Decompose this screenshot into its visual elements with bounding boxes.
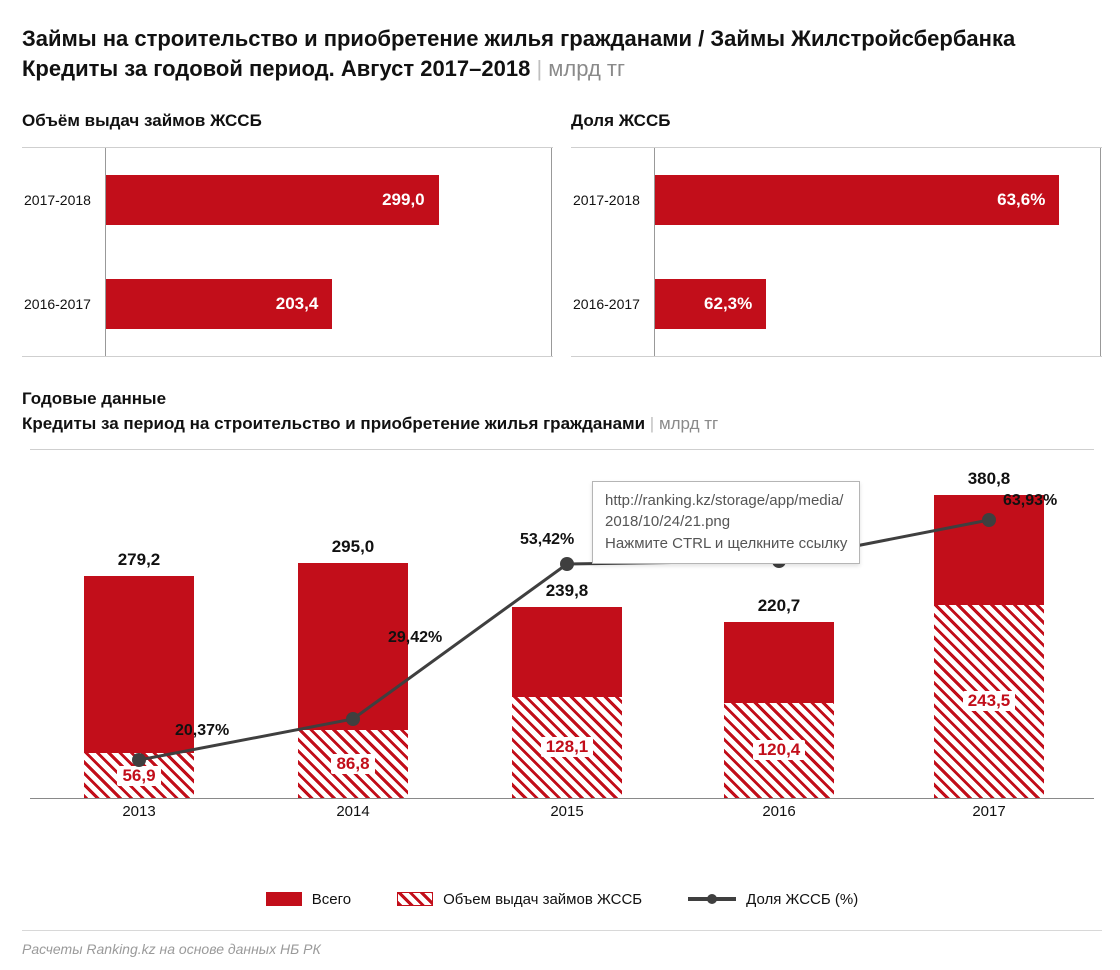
- title-divider: |: [530, 56, 548, 81]
- chart-volume-y-axis: 2017-2018 2016-2017: [22, 148, 106, 356]
- combo-seg-hatched: 86,8: [298, 729, 408, 798]
- hbar-bar: 299,0: [106, 175, 439, 225]
- combo-x-label: 2016: [724, 803, 834, 820]
- hbar-bar: 203,4: [106, 279, 332, 329]
- panel-volume: Объём выдач займов ЖССБ 2017-2018 2016-20…: [22, 111, 553, 357]
- chart-volume-plot: 299,0 203,4: [106, 148, 552, 356]
- legend-item: Всего: [266, 891, 351, 908]
- combo-total-label: 239,8: [512, 581, 622, 601]
- combo-seg-hatched: 243,5: [934, 604, 1044, 798]
- legend-label: Всего: [312, 891, 351, 908]
- combo-seg-hatched: 128,1: [512, 696, 622, 798]
- legend-label: Доля ЖССБ (%): [746, 891, 858, 908]
- hbar-category-label: 2016-2017: [571, 296, 654, 312]
- combo-hatched-label: 56,9: [117, 766, 160, 786]
- combo-column: 295,086,8: [298, 563, 408, 798]
- combo-hatched-label: 128,1: [541, 737, 594, 757]
- combo-hatched-label: 243,5: [963, 691, 1016, 711]
- combo-stack: 243,5: [934, 495, 1044, 798]
- combo-seg-total: [298, 563, 408, 729]
- combo-hatched-label: 86,8: [331, 754, 374, 774]
- panel-share-title: Доля ЖССБ: [571, 111, 1102, 131]
- legend: Всего Объем выдач займов ЖССБ Доля ЖССБ (%…: [22, 891, 1102, 908]
- legend-label: Объем выдач займов ЖССБ: [443, 891, 642, 908]
- chart-share-y-axis: 2017-2018 2016-2017: [571, 148, 655, 356]
- combo-seg-total: [934, 495, 1044, 604]
- combo-column: 239,8128,1: [512, 607, 622, 798]
- combo-chart-body: 279,256,9295,086,8239,8128,1220,7120,438…: [30, 449, 1094, 799]
- hbar-category-label: 2017-2018: [22, 192, 105, 208]
- combo-column: 380,8243,5: [934, 495, 1044, 798]
- combo-x-label: 2017: [934, 803, 1044, 820]
- combo-total-label: 279,2: [84, 550, 194, 570]
- combo-seg-total: [724, 622, 834, 702]
- combo-x-label: 2014: [298, 803, 408, 820]
- chart-share: 2017-2018 2016-2017 63,6% 62,3%: [571, 147, 1102, 357]
- combo-total-label: 295,0: [298, 537, 408, 557]
- hbar-bar: 62,3%: [655, 279, 766, 329]
- section-title-1: Годовые данные: [22, 387, 1102, 412]
- hbar-bar: 63,6%: [655, 175, 1059, 225]
- panel-volume-title: Объём выдач займов ЖССБ: [22, 111, 553, 131]
- chart-volume: 2017-2018 2016-2017 299,0 203,4: [22, 147, 553, 357]
- combo-x-label: 2013: [84, 803, 194, 820]
- combo-hatched-label: 120,4: [753, 740, 806, 760]
- combo-stack: 120,4: [724, 622, 834, 798]
- combo-x-label: 2015: [512, 803, 622, 820]
- combo-x-axis: 2013 2014 2015 2016 2017: [30, 803, 1094, 827]
- tooltip-line-3: Нажмите CTRL и щелкните ссылку: [605, 533, 847, 555]
- combo-stack: 56,9: [84, 576, 194, 798]
- title-unit: млрд тг: [548, 56, 625, 81]
- combo-seg-hatched: 120,4: [724, 702, 834, 798]
- section-header: Годовые данные Кредиты за период на стро…: [22, 387, 1102, 436]
- section-title-2-main: Кредиты за период на строительство и при…: [22, 414, 645, 433]
- title-line-1: Займы на строительство и приобретение жи…: [22, 24, 1102, 54]
- page-header: Займы на строительство и приобретение жи…: [22, 24, 1102, 83]
- panel-share: Доля ЖССБ 2017-2018 2016-2017 63,6% 62,3%: [571, 111, 1102, 357]
- title-line-2-main: Кредиты за годовой период. Август 2017–2…: [22, 56, 530, 81]
- combo-column: 279,256,9: [84, 576, 194, 798]
- section-title-2: Кредиты за период на строительство и при…: [22, 412, 1102, 437]
- link-tooltip: http://ranking.kz/storage/app/media/ 201…: [592, 481, 860, 564]
- legend-swatch-plain: [266, 892, 302, 906]
- combo-seg-hatched: 56,9: [84, 752, 194, 797]
- hbar-category-label: 2017-2018: [571, 192, 654, 208]
- footer-divider: Расчеты Ranking.kz на основе данных НБ Р…: [22, 930, 1102, 957]
- combo-chart-wrap: 279,256,9295,086,8239,8128,1220,7120,438…: [22, 449, 1102, 841]
- section-unit: млрд тг: [659, 414, 718, 433]
- legend-swatch-line: [688, 892, 736, 906]
- footer-text: Расчеты Ranking.kz на основе данных НБ Р…: [22, 941, 1102, 957]
- combo-total-label: 380,8: [934, 469, 1044, 489]
- combo-stack: 128,1: [512, 607, 622, 798]
- combo-stack: 86,8: [298, 563, 408, 798]
- hbar-category-label: 2016-2017: [22, 296, 105, 312]
- combo-seg-total: [84, 576, 194, 753]
- legend-swatch-hatched: [397, 892, 433, 906]
- legend-item: Доля ЖССБ (%): [688, 891, 858, 908]
- title-line-2: Кредиты за годовой период. Август 2017–2…: [22, 54, 1102, 84]
- combo-column: 220,7120,4: [724, 622, 834, 798]
- tooltip-line-2: 2018/10/24/21.png: [605, 511, 847, 533]
- chart-share-plot: 63,6% 62,3%: [655, 148, 1101, 356]
- top-charts-row: Объём выдач займов ЖССБ 2017-2018 2016-20…: [22, 111, 1102, 357]
- tooltip-line-1: http://ranking.kz/storage/app/media/: [605, 490, 847, 512]
- section-divider: |: [645, 414, 659, 433]
- legend-item: Объем выдач займов ЖССБ: [397, 891, 642, 908]
- combo-total-label: 220,7: [724, 596, 834, 616]
- combo-seg-total: [512, 607, 622, 696]
